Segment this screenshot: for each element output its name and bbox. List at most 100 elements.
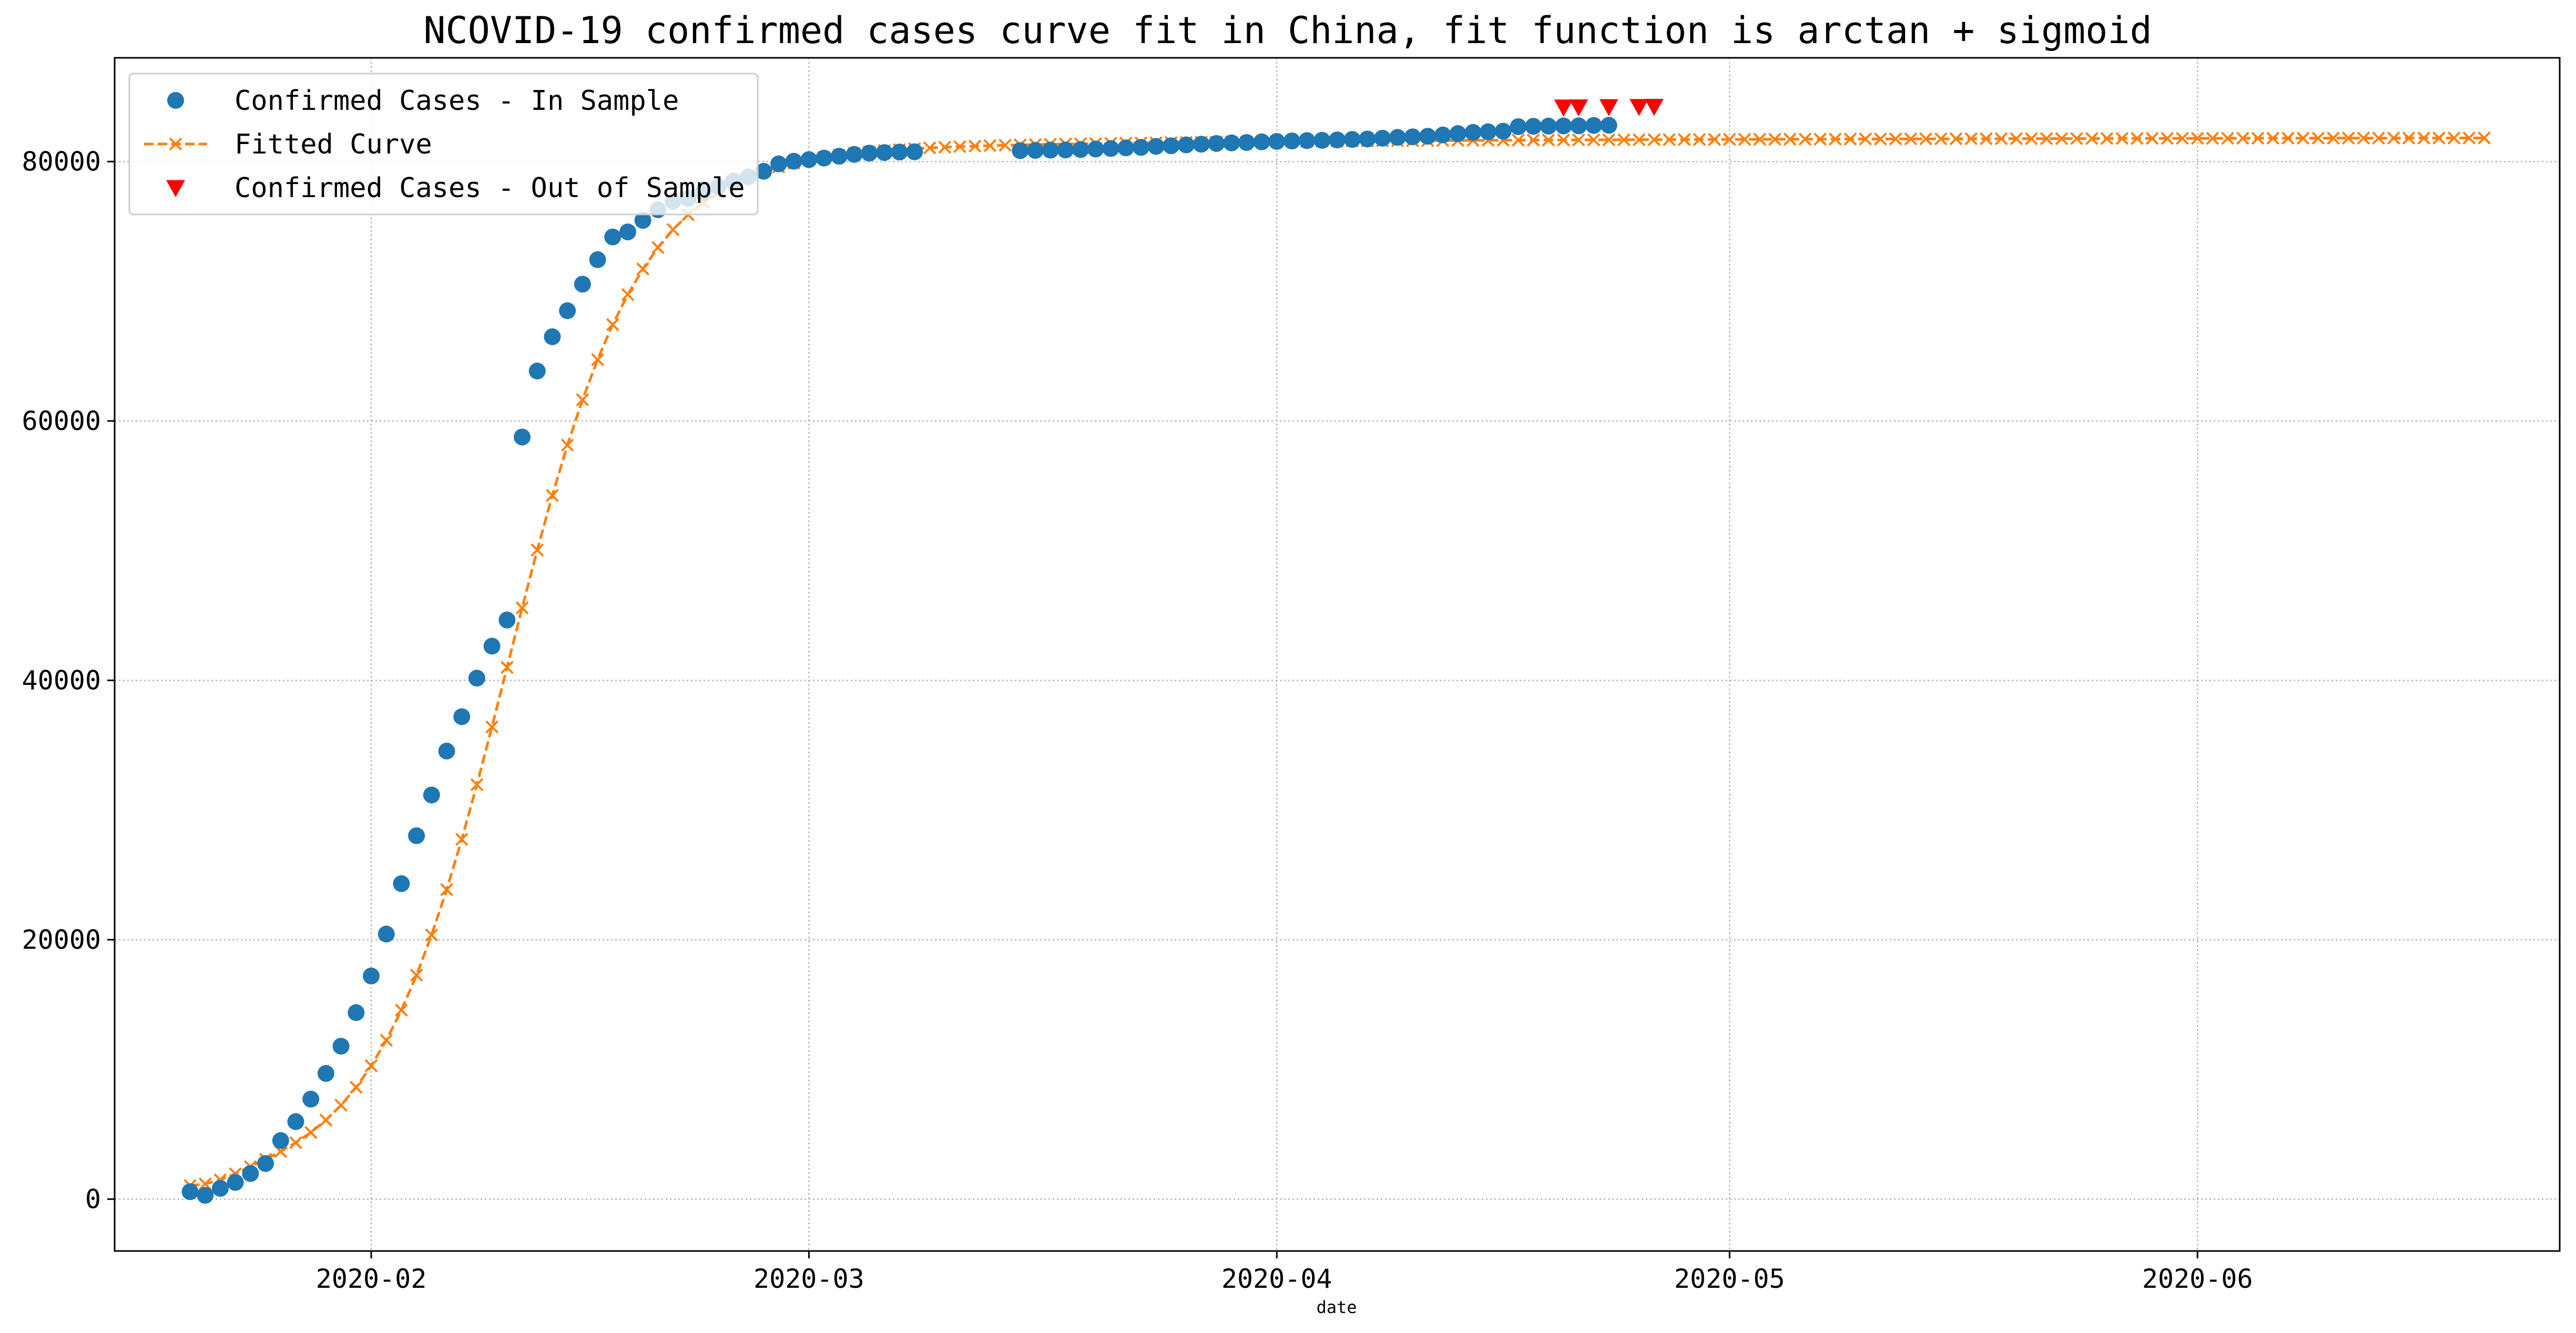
in-sample-point — [332, 1038, 350, 1055]
in-sample-point — [1555, 117, 1572, 135]
fitted-curve-marker — [666, 223, 680, 237]
fitted-curve-marker — [515, 601, 529, 614]
in-sample-point — [1238, 134, 1255, 151]
fitted-curve-marker — [999, 138, 1012, 152]
fitted-curve-marker — [2478, 131, 2491, 145]
fitted-curve-marker — [953, 140, 966, 153]
in-sample-point — [1540, 117, 1557, 135]
fitted-curve-marker — [1526, 134, 1540, 147]
fitted-curve-marker — [2145, 131, 2159, 145]
x-tick-label: 2020-04 — [1221, 1264, 1332, 1294]
fitted-curve-marker — [2070, 132, 2083, 146]
in-sample-point — [1510, 118, 1527, 135]
in-sample-point — [272, 1132, 289, 1149]
fitted-curve-marker — [2327, 131, 2340, 145]
fitted-curve-marker — [1617, 133, 1631, 147]
in-sample-point — [1374, 129, 1391, 147]
in-sample-point — [378, 926, 395, 943]
in-sample-point — [785, 152, 802, 170]
fitted-curve-marker — [1572, 133, 1585, 147]
in-sample-point — [242, 1165, 259, 1182]
fitted-curve-marker — [394, 1003, 408, 1017]
legend-marker-out-of-sample — [166, 180, 185, 197]
fitted-curve-marker — [651, 241, 665, 254]
in-sample-point — [514, 428, 531, 446]
in-sample-point — [1087, 140, 1104, 158]
in-sample-point — [408, 827, 425, 844]
fitted-curve-marker — [1889, 132, 1902, 146]
fitted-curve-marker — [1512, 134, 1525, 147]
fitted-curve-marker — [1602, 133, 1616, 147]
fitted-curve-marker — [2251, 131, 2265, 145]
in-sample-point — [348, 1004, 365, 1021]
fitted-curve-marker — [1844, 132, 1857, 146]
in-sample-point — [1329, 131, 1346, 149]
in-sample-point — [1449, 125, 1467, 142]
fitted-curve-marker — [1828, 132, 1842, 146]
legend-label: Fitted Curve — [235, 129, 432, 160]
fitted-curve-marker — [2024, 132, 2038, 146]
fitted-curve-marker — [1542, 134, 1555, 147]
in-sample-point — [1026, 142, 1044, 159]
fitted-curve-marker — [2206, 131, 2219, 145]
in-sample-point — [891, 143, 908, 161]
fitted-curve-marker — [1979, 132, 1993, 146]
fitted-curve-marker — [349, 1081, 363, 1094]
fitted-curve-marker — [1859, 132, 1872, 146]
fitted-curve-marker — [1783, 132, 1797, 146]
fitted-curve-marker — [334, 1099, 348, 1112]
in-sample-point — [1314, 131, 1331, 149]
in-sample-point — [770, 155, 787, 172]
x-tick-label: 2020-06 — [2142, 1264, 2253, 1294]
fitted-curve-marker — [289, 1136, 302, 1150]
fitted-curve-marker — [621, 288, 635, 301]
in-sample-point — [257, 1155, 274, 1172]
x-tick-label: 2020-05 — [1674, 1264, 1785, 1294]
in-sample-point — [634, 212, 651, 229]
in-sample-point — [211, 1180, 229, 1197]
fitted-curve-marker — [500, 661, 514, 674]
in-sample-point — [1042, 141, 1059, 159]
legend-label: Confirmed Cases - In Sample — [235, 85, 679, 117]
fitted-curve-marker — [2175, 131, 2189, 145]
fitted-curve-marker — [1798, 132, 1812, 146]
in-sample-point — [1102, 140, 1119, 157]
fitted-curve-marker — [938, 140, 952, 154]
in-sample-point — [362, 967, 380, 985]
fitted-curve-marker — [636, 262, 650, 276]
in-sample-point — [604, 228, 622, 245]
in-sample-point — [1208, 135, 1225, 152]
in-sample-point — [1163, 137, 1180, 155]
in-sample-point — [1223, 134, 1240, 151]
in-sample-point — [816, 149, 833, 167]
x-tick-label: 2020-03 — [754, 1264, 864, 1294]
in-sample-point — [1057, 141, 1074, 159]
fitted-curve-marker — [561, 438, 574, 452]
fitted-curve-marker — [2055, 132, 2069, 146]
fitted-curve-marker — [364, 1059, 378, 1072]
in-sample-point — [1480, 123, 1497, 140]
out-of-sample-point — [1554, 99, 1573, 117]
fitted-curve-marker — [2191, 131, 2204, 145]
out-of-sample-point — [1599, 99, 1618, 117]
in-sample-point — [227, 1174, 244, 1191]
in-sample-point — [1585, 117, 1602, 134]
fitted-curve-marker — [2296, 131, 2310, 145]
legend-box — [128, 73, 759, 216]
legend-marker-fitted — [169, 137, 182, 151]
fitted-curve-line — [190, 137, 2485, 1187]
fitted-curve-marker — [2402, 131, 2416, 145]
in-sample-point — [1600, 117, 1617, 134]
fitted-curve-marker — [1557, 133, 1570, 147]
axes-frame — [114, 57, 2561, 1252]
fitted-curve-marker — [1587, 133, 1601, 147]
fitted-curve-marker — [606, 318, 619, 331]
fitted-curve-marker — [1753, 132, 1767, 146]
out-of-sample-point — [1569, 99, 1589, 117]
ticks: 2020-02 2020-03 2020-04 2020-05 2020-06 0 2000… — [22, 146, 2253, 1294]
fitted-curve-marker — [923, 141, 936, 155]
in-sample-point — [1193, 136, 1210, 153]
legend: Confirmed Cases - In Sample Fitted Curve C… — [128, 73, 759, 216]
fitted-curve-marker — [1964, 132, 1978, 146]
legend-marker-in-sample — [167, 92, 184, 109]
